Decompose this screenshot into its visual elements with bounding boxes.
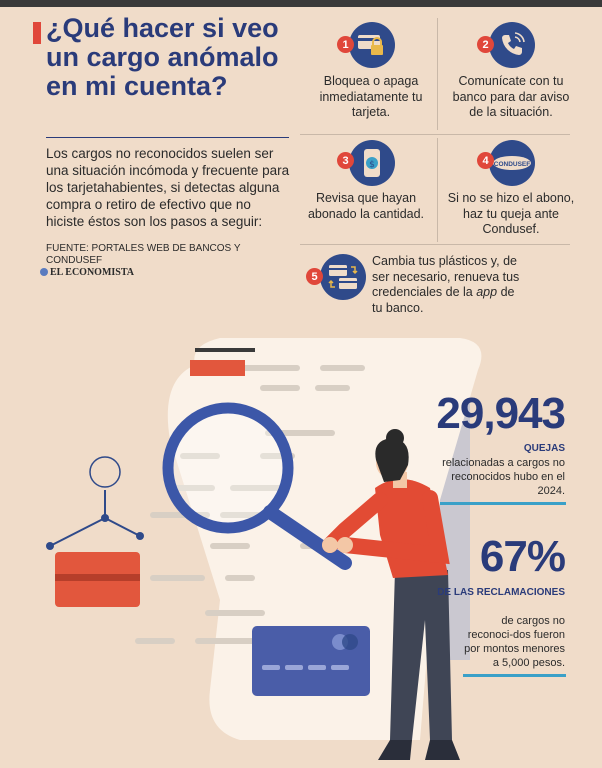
step-text-5: Cambia tus plásticos y, de ser necesario… — [372, 254, 522, 316]
step-number-3: 3 — [337, 152, 354, 169]
steps-divider-vertical-1 — [437, 18, 438, 130]
step-number-4: 4 — [477, 152, 494, 169]
brand-name: EL ECONOMISTA — [50, 267, 134, 278]
blue-card-icon — [252, 626, 370, 696]
step-number-2: 2 — [477, 36, 494, 53]
svg-text:$: $ — [369, 160, 375, 170]
steps-divider-horizontal-2 — [300, 244, 570, 245]
intro-text: Los cargos no reconocidos suelen ser una… — [46, 146, 290, 229]
stat-label-complaints: QUEJAS — [523, 443, 565, 454]
title-divider — [46, 137, 289, 138]
step-number-5: 5 — [306, 268, 323, 285]
steps-divider-horizontal-1 — [300, 134, 570, 135]
brand-icon — [40, 268, 48, 276]
step-text-5-suffix: de tu banco. — [372, 285, 515, 315]
step-text-5-app: app — [476, 285, 498, 299]
steps-divider-vertical-2 — [437, 138, 438, 242]
phone-call-icon — [489, 22, 535, 68]
stat-label-claims: DE LAS RECLAMACIONES — [437, 587, 565, 598]
person-illustration — [322, 429, 460, 760]
step-text-1: Bloquea o apaga inmediatamente tu tarjet… — [319, 74, 423, 119]
condusef-logo-icon: CONDUSEF — [489, 140, 535, 186]
magnifier-icon — [162, 402, 352, 570]
card-exchange-icon — [320, 254, 366, 300]
phone-money-icon: $ — [349, 140, 395, 186]
step-number-1: 1 — [337, 36, 354, 53]
step-text-4: Si no se hizo el abono, haz tu queja ant… — [447, 191, 575, 236]
title-accent — [33, 22, 41, 44]
step-text-2: Comunícate con tu banco para dar aviso d… — [452, 74, 570, 119]
source-note: FUENTE: PORTALES WEB DE BANCOS Y CONDUSE… — [46, 243, 241, 266]
stat-desc-complaints: relacionadas a cargos no reconocidos hub… — [442, 457, 565, 497]
red-card-icon — [55, 552, 140, 607]
stat-value-complaints: 29,943 — [436, 389, 566, 438]
step-text-3: Revisa que hayan abonado la cantidad. — [307, 191, 425, 221]
stat-rule-complaints — [440, 502, 566, 505]
stat-desc-claims: de cargos no reconoci-dos fueron por mon… — [464, 615, 565, 669]
receipt-illustration — [46, 338, 482, 760]
top-bar — [0, 0, 602, 7]
stat-rule-claims — [463, 674, 566, 677]
page-title: ¿Qué hacer si veo un cargo anómalo en mi… — [46, 13, 279, 101]
condusef-logo-text: CONDUSEF — [494, 161, 531, 168]
brand-logo: EL ECONOMISTA — [40, 267, 134, 278]
step-text-5-prefix: Cambia tus plásticos y, de ser necesario… — [372, 254, 520, 299]
stat-value-claims: 67% — [479, 532, 566, 581]
network-icon — [46, 456, 144, 550]
card-lock-icon — [349, 22, 395, 68]
